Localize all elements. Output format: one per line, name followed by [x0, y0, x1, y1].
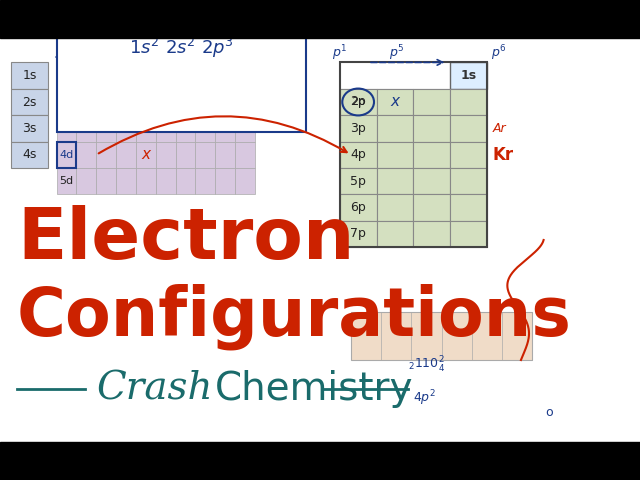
FancyBboxPatch shape: [76, 115, 96, 142]
FancyBboxPatch shape: [376, 194, 413, 221]
FancyBboxPatch shape: [136, 115, 156, 142]
FancyBboxPatch shape: [413, 89, 450, 115]
Text: x: x: [390, 95, 399, 109]
Text: 1s: 1s: [22, 69, 37, 82]
Text: 4s: 4s: [22, 148, 37, 161]
FancyBboxPatch shape: [450, 221, 487, 247]
FancyBboxPatch shape: [12, 115, 48, 142]
Text: o: o: [545, 406, 553, 420]
Text: 6p: 6p: [350, 201, 366, 214]
FancyBboxPatch shape: [376, 142, 413, 168]
FancyBboxPatch shape: [96, 115, 116, 142]
FancyBboxPatch shape: [215, 142, 235, 168]
FancyBboxPatch shape: [340, 142, 376, 168]
Text: Configurations: Configurations: [17, 284, 572, 350]
FancyBboxPatch shape: [195, 115, 215, 142]
Text: 4d: 4d: [60, 150, 74, 160]
FancyBboxPatch shape: [351, 312, 532, 360]
FancyBboxPatch shape: [413, 89, 450, 115]
FancyBboxPatch shape: [450, 62, 487, 89]
Text: Ar: Ar: [493, 122, 506, 135]
FancyBboxPatch shape: [96, 142, 116, 168]
FancyBboxPatch shape: [450, 168, 487, 194]
Text: $d^1$  $d^2$  .  .  .  .  .  .  $d^8$  $d^9$  $d^{10}$: $d^1$ $d^2$ . . . . . . $d^8$ $d^9$ $d^{…: [62, 93, 246, 109]
Text: 2p: 2p: [351, 97, 365, 107]
FancyBboxPatch shape: [116, 115, 136, 142]
FancyBboxPatch shape: [376, 89, 413, 115]
FancyBboxPatch shape: [156, 115, 175, 142]
FancyBboxPatch shape: [175, 115, 195, 142]
Text: Crash: Crash: [96, 370, 212, 408]
FancyBboxPatch shape: [56, 115, 76, 142]
Text: 2p: 2p: [350, 96, 366, 108]
FancyBboxPatch shape: [376, 221, 413, 247]
Text: 5p: 5p: [350, 175, 366, 188]
FancyBboxPatch shape: [376, 168, 413, 194]
FancyBboxPatch shape: [413, 221, 450, 247]
FancyBboxPatch shape: [136, 168, 156, 194]
FancyBboxPatch shape: [450, 89, 487, 115]
FancyBboxPatch shape: [235, 168, 255, 194]
Bar: [56, 142, 76, 168]
FancyBboxPatch shape: [116, 142, 136, 168]
FancyBboxPatch shape: [413, 194, 450, 221]
Text: 2s: 2s: [22, 96, 37, 108]
FancyBboxPatch shape: [413, 168, 450, 194]
Text: Fluorine: Fluorine: [470, 27, 520, 40]
Text: 7p: 7p: [350, 228, 366, 240]
FancyBboxPatch shape: [340, 221, 376, 247]
Text: $p^6$: $p^6$: [490, 43, 506, 62]
FancyBboxPatch shape: [450, 194, 487, 221]
FancyBboxPatch shape: [12, 89, 48, 115]
FancyBboxPatch shape: [215, 115, 235, 142]
Text: 3s: 3s: [22, 122, 37, 135]
FancyBboxPatch shape: [235, 142, 255, 168]
FancyBboxPatch shape: [76, 168, 96, 194]
FancyBboxPatch shape: [450, 115, 487, 142]
Text: Chemistry: Chemistry: [215, 370, 413, 408]
Text: 3p: 3p: [350, 122, 366, 135]
FancyBboxPatch shape: [12, 62, 48, 89]
Text: 1s: 1s: [461, 69, 477, 82]
Text: $4p^2$: $4p^2$: [413, 389, 436, 408]
FancyBboxPatch shape: [56, 142, 76, 168]
Text: $s^2$: $s^2$: [54, 44, 69, 62]
FancyBboxPatch shape: [175, 168, 195, 194]
FancyBboxPatch shape: [413, 142, 450, 168]
FancyBboxPatch shape: [215, 168, 235, 194]
FancyBboxPatch shape: [340, 115, 376, 142]
Text: x: x: [141, 147, 150, 162]
FancyBboxPatch shape: [340, 168, 376, 194]
Text: 4p: 4p: [350, 148, 366, 161]
FancyBboxPatch shape: [156, 142, 175, 168]
Text: 5d: 5d: [60, 176, 74, 186]
FancyBboxPatch shape: [156, 168, 175, 194]
FancyBboxPatch shape: [413, 115, 450, 142]
FancyBboxPatch shape: [116, 168, 136, 194]
Text: Kr: Kr: [493, 146, 514, 164]
Text: $_{2}110_{4}^{2}$: $_{2}110_{4}^{2}$: [408, 355, 445, 375]
Text: Electron: Electron: [17, 205, 355, 275]
FancyBboxPatch shape: [12, 142, 48, 168]
Text: $s^1$: $s^1$: [0, 24, 15, 43]
FancyBboxPatch shape: [195, 142, 215, 168]
FancyBboxPatch shape: [76, 142, 96, 168]
Text: $1s^2\ 2s^2\ 2p^3$: $1s^2\ 2s^2\ 2p^3$: [129, 36, 234, 60]
FancyBboxPatch shape: [340, 89, 376, 115]
FancyBboxPatch shape: [340, 194, 376, 221]
FancyBboxPatch shape: [376, 89, 413, 115]
FancyBboxPatch shape: [136, 142, 156, 168]
Text: $p^5$: $p^5$: [388, 43, 404, 62]
Text: 4d: 4d: [60, 150, 74, 160]
FancyBboxPatch shape: [96, 168, 116, 194]
FancyBboxPatch shape: [450, 142, 487, 168]
FancyBboxPatch shape: [56, 168, 76, 194]
FancyBboxPatch shape: [175, 142, 195, 168]
Text: 3d: 3d: [60, 123, 74, 133]
FancyBboxPatch shape: [195, 168, 215, 194]
FancyBboxPatch shape: [340, 89, 376, 115]
FancyBboxPatch shape: [235, 115, 255, 142]
FancyBboxPatch shape: [376, 115, 413, 142]
Text: $p^1$: $p^1$: [332, 43, 348, 62]
